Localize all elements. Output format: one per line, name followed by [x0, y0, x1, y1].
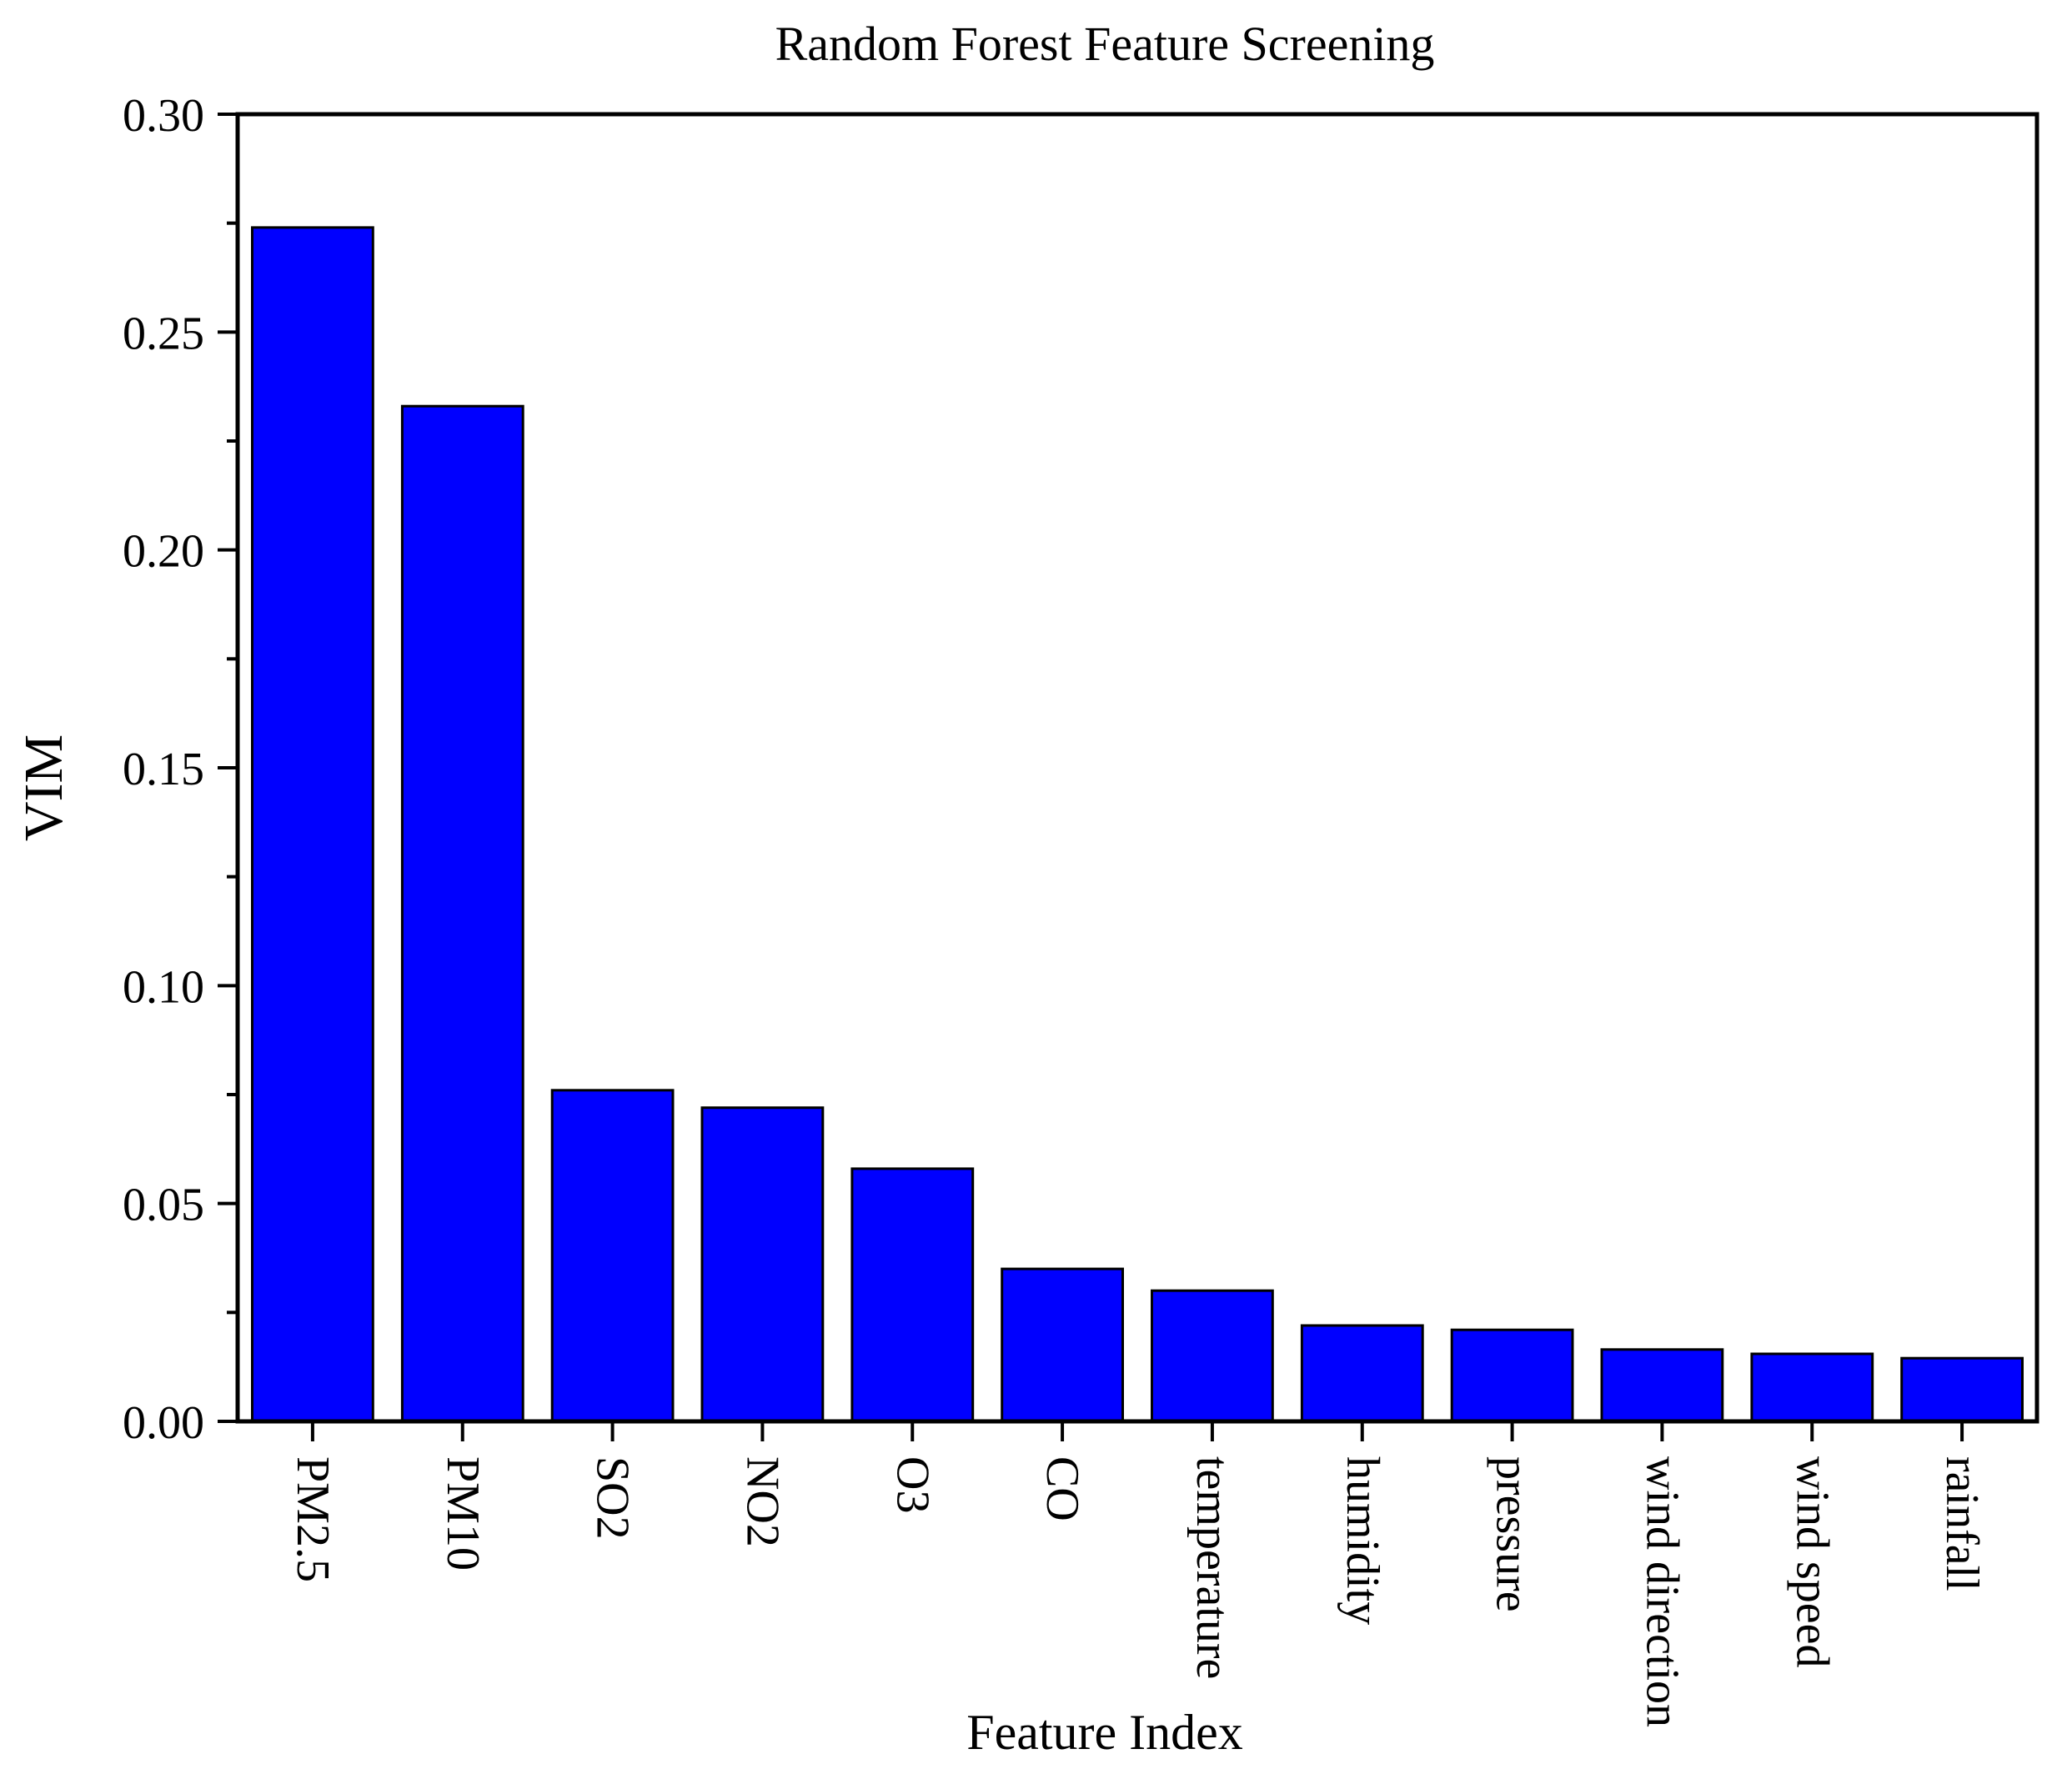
bar-humidity: [1300, 1324, 1424, 1423]
x-tick-label: NO2: [736, 1456, 788, 1547]
bar-wind-direction: [1600, 1348, 1724, 1423]
x-tick-label: pressure: [1487, 1456, 1538, 1612]
y-tick-label: 0.20: [123, 526, 204, 578]
x-tick-label: wind speed: [1786, 1456, 1838, 1668]
bar-pressure: [1450, 1328, 1574, 1423]
y-tick-label: 0.30: [123, 90, 204, 142]
y-tick-label: 0.00: [123, 1397, 204, 1449]
x-axis-label: Feature Index: [966, 1705, 1243, 1760]
x-tick-label: rainfall: [1936, 1456, 1988, 1591]
bar-rainfall: [1900, 1356, 2024, 1423]
y-axis-label: VIM: [13, 734, 74, 841]
bars-group: [251, 226, 2024, 1423]
chart-title: Random Forest Feature Screening: [775, 17, 1435, 71]
x-tick-label: PM2.5: [287, 1456, 339, 1582]
bar-wind-speed: [1750, 1352, 1874, 1423]
bar-no2: [700, 1106, 825, 1423]
bar-pm10: [400, 404, 524, 1423]
bar-co: [1001, 1267, 1124, 1423]
bar-so2: [550, 1089, 675, 1423]
x-tick-label: temperature: [1187, 1456, 1238, 1679]
y-tick-label: 0.05: [123, 1180, 204, 1231]
x-tick-label: SO2: [587, 1456, 639, 1540]
y-tick-label: 0.15: [123, 744, 204, 795]
axes-group: 0.00 0.05 0.10 0.15 0.20 0.25 0.30 PM2.5 PM10 SO2…: [123, 90, 2039, 1727]
x-tick-label: humidity: [1337, 1456, 1388, 1625]
x-tick-label: O3: [886, 1456, 938, 1513]
bar-o3: [850, 1167, 975, 1423]
y-tick-label: 0.25: [123, 308, 204, 359]
x-tick-label: wind direction: [1636, 1456, 1688, 1727]
y-tick-label: 0.10: [123, 961, 204, 1013]
bar-pm2-5: [251, 226, 374, 1423]
x-tick-label: PM10: [437, 1456, 489, 1571]
bar-temperature: [1151, 1289, 1274, 1423]
x-tick-label: CO: [1036, 1456, 1088, 1521]
